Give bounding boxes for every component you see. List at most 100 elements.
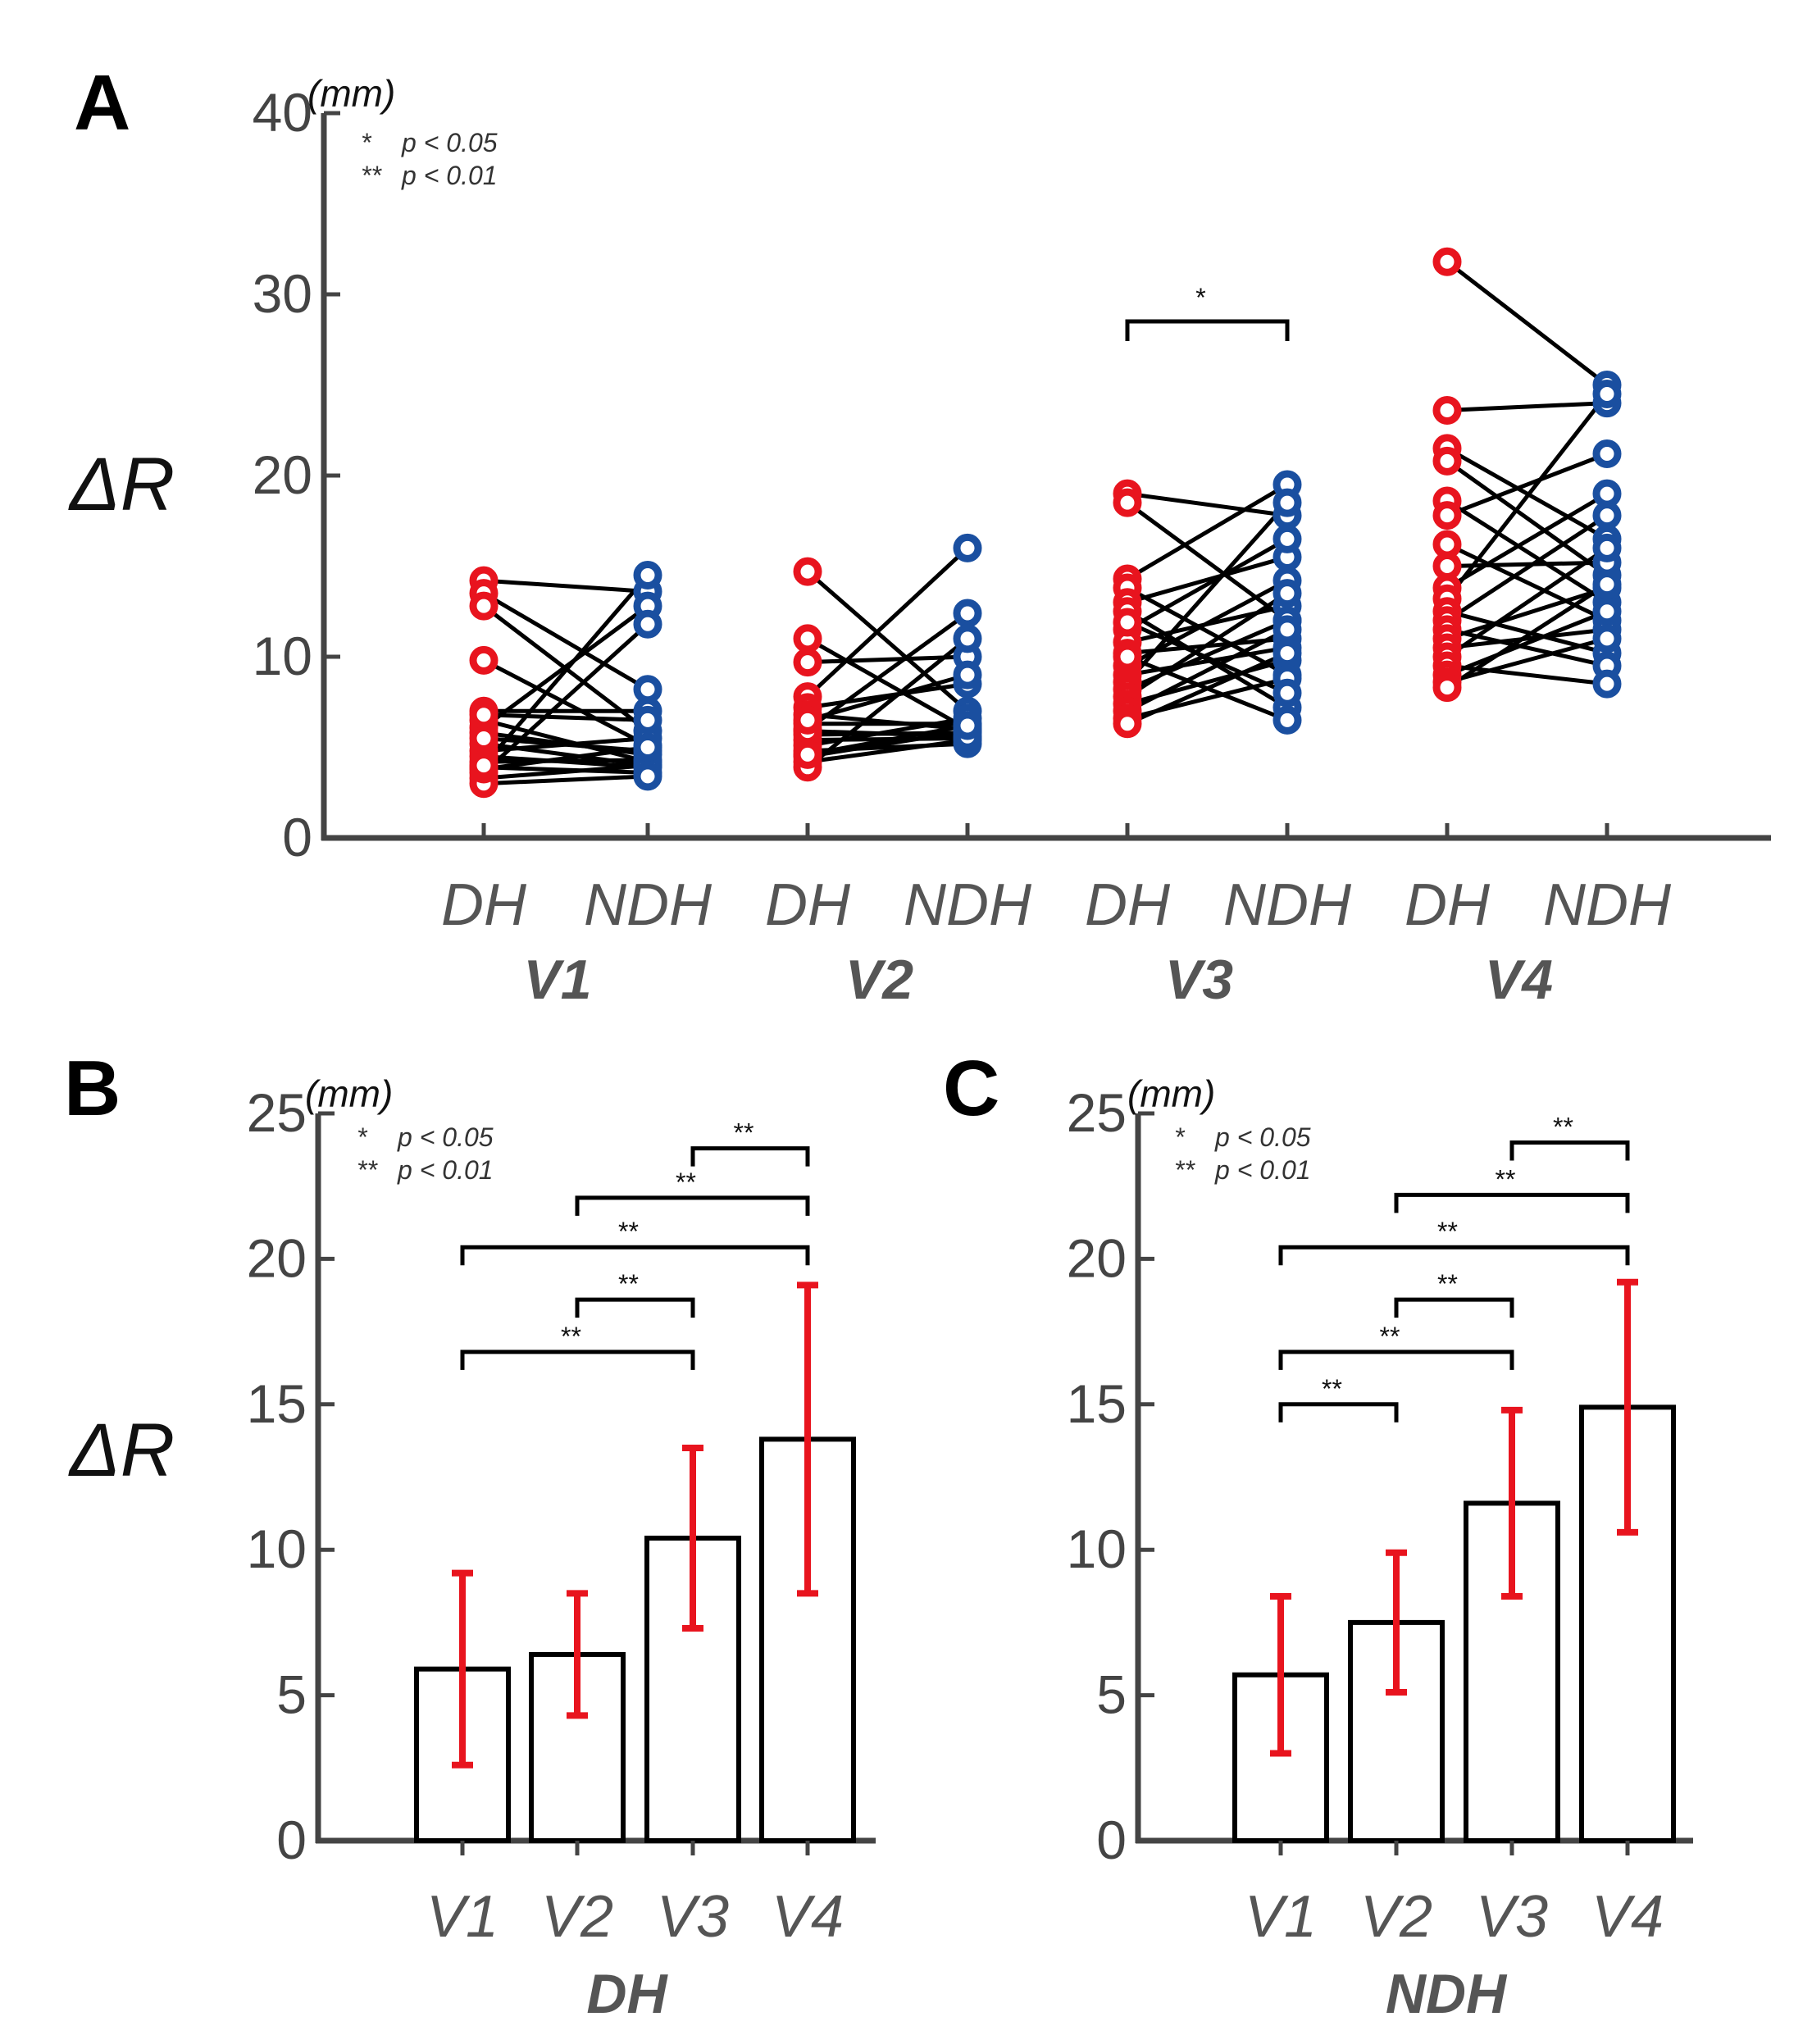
y-tick-label: 5: [276, 1664, 307, 1725]
legend-text: p < 0.01: [401, 161, 498, 190]
x-tick-label-ndh: NDH: [584, 872, 713, 938]
legend-symbol: **: [1174, 1155, 1195, 1185]
pair-line: [483, 745, 649, 772]
x-tick-label: V4: [1591, 1884, 1664, 1950]
pair-line: [1446, 452, 1608, 517]
group-label: V3: [1165, 949, 1233, 1011]
y-tick-label: 5: [1096, 1664, 1127, 1725]
pair-line: [1126, 591, 1289, 699]
pair-line: [1446, 627, 1608, 650]
ndh-point: [1272, 488, 1302, 517]
ndh-point: [953, 624, 982, 653]
significance-bracket: [575, 1297, 695, 1318]
y-tick-label: 10: [247, 1518, 307, 1579]
significance-bracket: [1509, 1140, 1630, 1161]
ndh-point: [1592, 380, 1622, 409]
legend-text: p < 0.05: [397, 1122, 494, 1152]
significance-label: **: [1322, 1374, 1342, 1404]
pair-line: [482, 573, 649, 767]
x-axis-title: DH: [586, 1963, 668, 2025]
significance-bracket: [1394, 1192, 1630, 1213]
ndh-point: [633, 705, 662, 735]
y-axis-label: ΔR: [68, 443, 175, 526]
y-tick-label: 20: [1067, 1227, 1127, 1288]
ndh-point: [1592, 624, 1622, 653]
significance-label: **: [1437, 1269, 1458, 1299]
panel-b: 0 5 10 15 20 25(mm) ΔR * p < 0.05 ** p < 0.01 V1 V2 V…: [68, 1072, 876, 2025]
pair-line: [482, 604, 649, 730]
pair-line: [1127, 491, 1288, 518]
group-label: V2: [845, 949, 913, 1011]
ndh-point: [1592, 570, 1622, 599]
ndh-point: [1592, 533, 1622, 562]
pair-line: [482, 622, 649, 775]
significance-label: **: [1380, 1322, 1400, 1351]
y-tick-label: 25: [1067, 1082, 1127, 1143]
pair-line: [806, 611, 969, 731]
dh-point: [1432, 247, 1462, 276]
legend-text: p < 0.01: [1214, 1155, 1311, 1185]
pair-line: [807, 672, 968, 722]
y-tick-label: 15: [247, 1373, 307, 1434]
x-tick-label: V3: [657, 1884, 729, 1950]
legend-symbol: *: [357, 1122, 368, 1152]
ndh-point: [953, 599, 982, 628]
dh-point: [469, 723, 499, 753]
y-unit-label: (mm): [305, 1072, 393, 1115]
pair-line: [1126, 537, 1289, 632]
dh-point: [793, 624, 822, 653]
significance-bracket: [1278, 1402, 1399, 1423]
pair-line: [1446, 513, 1609, 622]
x-tick-label-dh: DH: [1405, 872, 1491, 938]
x-tick-label-dh: DH: [765, 872, 851, 938]
y-tick-label: 10: [1067, 1518, 1127, 1579]
significance-label: **: [676, 1168, 696, 1197]
dh-point: [1113, 642, 1142, 671]
dh-point: [793, 648, 822, 677]
pair-line: [1446, 585, 1608, 641]
ndh-point: [1272, 639, 1302, 668]
dh-point: [469, 700, 499, 730]
x-tick-label-dh: DH: [1085, 872, 1171, 938]
y-tick-label: 0: [276, 1810, 307, 1870]
y-tick-label: 40: [253, 82, 312, 143]
pair-line: [1126, 620, 1289, 695]
pair-line: [1446, 491, 1609, 590]
pair-line: [483, 735, 649, 753]
panel-a: 0 10 20 30 40(mm) ΔR * p < 0.05 ** p < 0.01 DH NDH V…: [68, 72, 1771, 1011]
legend-text: p < 0.01: [397, 1155, 494, 1185]
ndh-point: [633, 762, 662, 791]
x-axis-title: NDH: [1386, 1963, 1508, 2025]
pair-line: [483, 763, 649, 781]
ndh-point: [1592, 669, 1622, 699]
dh-point: [1432, 673, 1462, 703]
ndh-point: [633, 561, 662, 590]
panel-label-c: C: [943, 1045, 999, 1132]
x-tick-label-ndh: NDH: [904, 872, 1032, 938]
ndh-point: [633, 733, 662, 762]
dh-point: [793, 705, 822, 735]
group-label: V4: [1485, 949, 1553, 1011]
significance-bracket: [460, 1350, 695, 1370]
dh-point: [469, 751, 499, 781]
pair-line: [1126, 627, 1289, 713]
dh-point: [1432, 446, 1462, 476]
pair-line: [483, 712, 649, 722]
legend-symbol: *: [361, 128, 372, 157]
significance-label: *: [1195, 283, 1205, 312]
legend-text: p < 0.05: [1214, 1122, 1311, 1152]
significance-bracket: [460, 1245, 810, 1266]
pair-line: [807, 723, 968, 757]
ndh-point: [1272, 615, 1302, 644]
y-unit-label: (mm): [1127, 1072, 1215, 1115]
pair-line: [1446, 609, 1608, 677]
x-tick-label-ndh: NDH: [1223, 872, 1352, 938]
significance-label: **: [734, 1118, 754, 1148]
dh-point: [469, 645, 499, 675]
ndh-point: [1272, 678, 1302, 708]
dh-point: [1113, 709, 1142, 739]
ndh-point: [953, 533, 982, 562]
significance-label: **: [1437, 1217, 1458, 1246]
dh-point: [793, 740, 822, 769]
